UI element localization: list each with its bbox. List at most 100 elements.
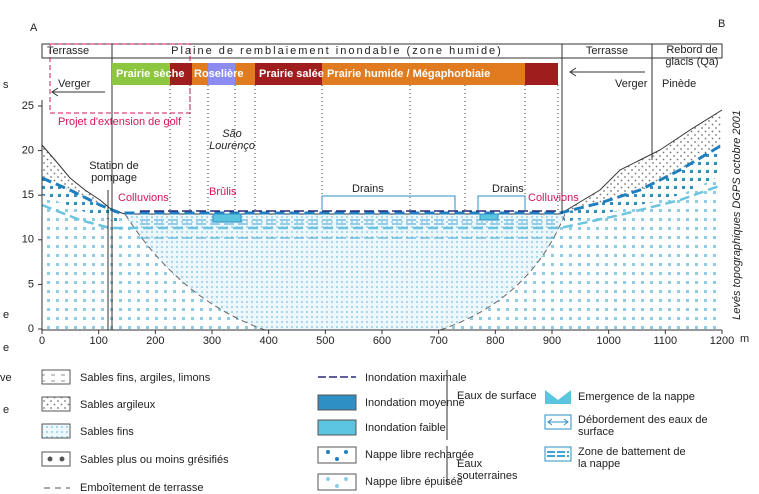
recharged-zone — [560, 145, 722, 222]
veg-bar — [322, 63, 525, 85]
header-box — [41, 43, 723, 59]
land-use: Pinède — [662, 78, 696, 90]
legend-text: Emergence de la nappe — [578, 391, 695, 403]
legend-swatch — [41, 451, 71, 467]
survey-note: Levés topographiques DGPS octobre 2001 — [731, 110, 743, 320]
annotation: Drains — [492, 183, 524, 195]
zone: Terrasse — [47, 45, 89, 57]
veg-dividers — [169, 85, 559, 213]
legend-text: Zone de battement de la nappe — [578, 446, 686, 470]
annotation: Drains — [352, 183, 384, 195]
y-tick-label: 0 — [28, 323, 34, 335]
legend-text: Sables argileux — [80, 399, 156, 411]
veg-bar — [525, 63, 558, 85]
x-tick-label: 1100 — [654, 335, 678, 347]
veg-label: Prairie humide / Mégaphorbiaie — [327, 68, 490, 80]
zone: Plaine de remblaiement inondable (zone h… — [171, 45, 503, 57]
x-tick-label: 800 — [486, 335, 504, 347]
legend-swatch — [317, 419, 357, 436]
y-tick-label: 10 — [22, 234, 34, 246]
cropped-text: ve — [0, 372, 12, 384]
y-tick-label: 25 — [22, 100, 34, 112]
annotation: Colluvions — [528, 192, 579, 204]
zone: Terrasse — [586, 45, 628, 57]
legend-swatch — [344, 450, 348, 454]
veg-label: Prairie salée — [259, 68, 324, 80]
veg-label: Prairie sèche — [116, 68, 185, 80]
legend-swatch — [326, 450, 330, 454]
annotation: Colluvions — [118, 192, 169, 204]
x-unit: m — [740, 333, 749, 345]
annotation: Station de pompage — [89, 160, 139, 184]
land-use: Verger — [615, 78, 648, 90]
legend-group: Eaux de surface — [457, 390, 537, 402]
legend-swatch — [335, 457, 339, 461]
x-tick-label: 500 — [316, 335, 334, 347]
cropped-text: e — [3, 309, 9, 321]
annotation: Brûlis — [209, 186, 237, 198]
water-table-low — [41, 183, 723, 230]
legend-swatch — [47, 456, 53, 462]
veg-bar — [208, 63, 235, 85]
y-tick-label: 15 — [22, 189, 34, 201]
x-tick-label: 100 — [89, 335, 107, 347]
y-tick-label: 5 — [28, 278, 34, 290]
legend-swatch — [547, 451, 569, 457]
cropped-text: e — [3, 404, 9, 416]
legend-text: Sables fins — [80, 426, 134, 438]
zone: Rebord de glacis (Qa) — [665, 44, 719, 68]
legend-swatch — [41, 396, 71, 412]
legend-swatch — [317, 394, 357, 411]
terrace-boundary — [124, 213, 566, 331]
legend-swatch — [544, 446, 572, 462]
legend-text: Inondation moyenne — [365, 397, 465, 409]
legend-swatch — [326, 477, 330, 481]
legend-text: Débordement des eaux de surface — [578, 414, 708, 438]
annotation: São Lourenço — [209, 128, 255, 152]
veg-bar — [255, 63, 322, 85]
legend-swatch — [545, 390, 571, 400]
x-tick-label: 700 — [429, 335, 447, 347]
low-flood — [212, 213, 242, 223]
legend-group: Eaux souterraines — [457, 458, 518, 482]
legend-swatch — [59, 456, 65, 462]
legend-text: Inondation faible — [365, 422, 446, 434]
water-table — [41, 143, 723, 215]
legend-text: Emboîtement de terrasse — [80, 482, 204, 494]
y-tick-label: 20 — [22, 145, 34, 157]
land-use: Verger — [58, 78, 91, 90]
low-flood — [479, 213, 499, 221]
legend-swatch — [335, 484, 339, 488]
legend-text: Sables fins, argiles, limons — [80, 372, 211, 384]
legend-swatch — [41, 369, 71, 385]
x-tick-label: 400 — [259, 335, 277, 347]
corner: A — [30, 22, 38, 34]
veg-label: Roselière — [194, 68, 244, 80]
x-tick-label: 200 — [146, 335, 164, 347]
corner: B — [718, 18, 725, 30]
legend-text: Nappe libre épuisée — [365, 476, 463, 488]
drain-bracket — [321, 195, 526, 210]
cropped-text: s — [3, 79, 9, 91]
golf-label: Projet d'extension de golf — [58, 116, 182, 128]
x-tick-label: 900 — [543, 335, 561, 347]
arrow — [569, 67, 645, 77]
veg-bar — [170, 63, 192, 85]
legend-swatch — [547, 418, 569, 426]
veg-bar — [112, 63, 170, 85]
legend-text: Inondation maximale — [365, 372, 467, 384]
x-tick-label: 0 — [39, 335, 45, 347]
arrow — [51, 87, 105, 97]
veg-bar — [192, 63, 208, 85]
legend-swatch — [344, 477, 348, 481]
veg-bar — [235, 63, 255, 85]
x-tick-label: 300 — [203, 335, 221, 347]
x-tick-label: 1000 — [596, 335, 620, 347]
x-tick-label: 600 — [373, 335, 391, 347]
legend-text: Sables plus ou moins grésifiés — [80, 454, 229, 466]
cropped-text: e — [3, 342, 9, 354]
legend-swatch — [41, 423, 71, 439]
terrace-fill — [125, 214, 565, 330]
